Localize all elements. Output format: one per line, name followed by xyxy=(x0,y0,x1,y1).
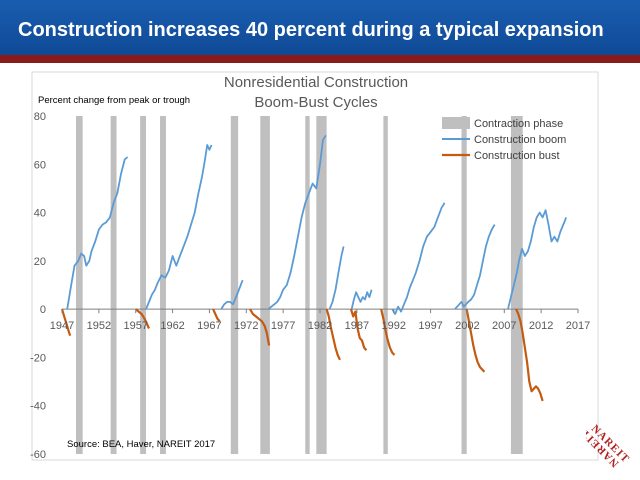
legend-label: Contraction phase xyxy=(474,118,563,130)
x-tick-label: 2002 xyxy=(455,320,479,332)
nareit-logo: NAREIT NAREIT xyxy=(586,423,632,470)
y-axis-label: Percent change from peak or trough xyxy=(38,95,190,106)
contraction-band xyxy=(383,116,388,454)
x-tick-label: 1987 xyxy=(345,320,369,332)
x-tick-label: 2007 xyxy=(492,320,516,332)
x-tick-label: 1977 xyxy=(271,320,295,332)
bust-line xyxy=(465,308,486,373)
boom-line xyxy=(66,156,129,310)
x-tick-label: 2012 xyxy=(529,320,553,332)
contraction-band xyxy=(461,116,467,454)
y-tick-label: 0 xyxy=(40,304,46,316)
bust-line xyxy=(380,308,396,356)
x-tick-label: 1972 xyxy=(234,320,258,332)
contraction-band xyxy=(510,116,523,454)
boom-line xyxy=(391,202,446,315)
chart-subtitle: Boom-Bust Cycles xyxy=(254,94,377,111)
bust-line xyxy=(212,308,221,322)
y-tick-label: 60 xyxy=(34,159,46,171)
boom-line xyxy=(267,134,327,310)
contraction-band xyxy=(76,116,83,454)
boom-line xyxy=(220,279,244,310)
bust-line xyxy=(249,308,271,346)
y-tick-label: 20 xyxy=(34,256,46,268)
title-rule xyxy=(0,55,640,63)
title-banner: Construction increases 40 percent during… xyxy=(0,0,640,55)
contraction-band xyxy=(230,116,239,454)
slide-title: Construction increases 40 percent during… xyxy=(18,19,604,41)
y-tick-label: 80 xyxy=(34,111,46,123)
contraction-band xyxy=(316,116,327,454)
source-note: Source: BEA, Haver, NAREIT 2017 xyxy=(67,439,215,450)
y-tick-label: -40 xyxy=(30,401,46,413)
legend-label: Construction bust xyxy=(474,150,560,162)
x-tick-label: 1947 xyxy=(50,320,74,332)
x-tick-label: 1957 xyxy=(123,320,147,332)
contraction-band xyxy=(110,116,117,454)
legend: Contraction phase Construction boom Constr… xyxy=(442,117,566,162)
boom-line xyxy=(507,209,568,310)
contraction-band xyxy=(260,116,270,454)
plot-frame xyxy=(31,71,599,461)
bust-line xyxy=(60,308,72,337)
contraction-band xyxy=(160,116,166,454)
boom-line xyxy=(328,246,345,310)
bust-line xyxy=(515,308,544,402)
boom-line xyxy=(350,289,373,310)
x-tick-label: 1967 xyxy=(197,320,221,332)
boom-line xyxy=(454,224,496,310)
x-tick-label: 2017 xyxy=(566,320,590,332)
y-tick-label: -20 xyxy=(30,352,46,364)
boom-series xyxy=(66,134,568,315)
y-tick-label: -60 xyxy=(30,449,46,461)
bust-line xyxy=(325,308,341,361)
chart-title: Nonresidential Construction xyxy=(224,74,408,91)
contraction-bands xyxy=(76,116,523,454)
bust-line xyxy=(134,308,151,329)
x-tick-label: 1997 xyxy=(418,320,442,332)
x-tick-label: 1952 xyxy=(87,320,111,332)
boom-line xyxy=(145,144,213,310)
contraction-band xyxy=(140,116,147,454)
bust-line xyxy=(349,308,368,351)
legend-swatch-contraction xyxy=(442,117,470,129)
legend-label: Construction boom xyxy=(474,134,566,146)
x-tick-label: 1962 xyxy=(160,320,184,332)
y-tick-label: 40 xyxy=(34,208,46,220)
contraction-band xyxy=(305,116,310,454)
x-tick-label: 1982 xyxy=(308,320,332,332)
bust-series xyxy=(60,308,544,402)
x-tick-label: 1992 xyxy=(381,320,405,332)
